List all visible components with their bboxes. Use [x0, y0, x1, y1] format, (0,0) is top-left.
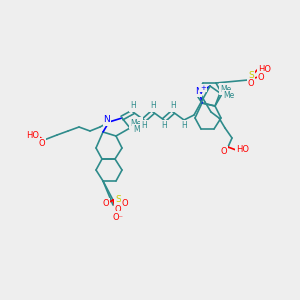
- Text: O⁻: O⁻: [112, 212, 124, 221]
- Text: S: S: [248, 70, 254, 80]
- Text: Me: Me: [130, 118, 142, 127]
- Text: H: H: [141, 122, 147, 130]
- Text: O: O: [122, 200, 128, 208]
- Text: O: O: [221, 148, 227, 157]
- Text: H: H: [130, 101, 136, 110]
- Text: N: N: [103, 116, 110, 124]
- Text: HO: HO: [258, 64, 271, 74]
- Text: HO: HO: [236, 146, 249, 154]
- Text: H: H: [170, 101, 176, 110]
- Text: Me: Me: [134, 125, 145, 134]
- Text: O: O: [248, 80, 254, 88]
- Text: Me: Me: [220, 85, 232, 94]
- Text: +: +: [200, 85, 206, 91]
- Text: HO: HO: [26, 130, 39, 140]
- Text: Me: Me: [224, 92, 235, 100]
- Text: H: H: [181, 122, 187, 130]
- Text: H: H: [161, 122, 167, 130]
- Text: N: N: [195, 86, 201, 95]
- Text: O: O: [115, 206, 121, 214]
- Text: S: S: [115, 194, 121, 203]
- Text: O: O: [39, 140, 45, 148]
- Text: O: O: [258, 73, 265, 82]
- Text: H: H: [150, 101, 156, 110]
- Text: O: O: [103, 200, 109, 208]
